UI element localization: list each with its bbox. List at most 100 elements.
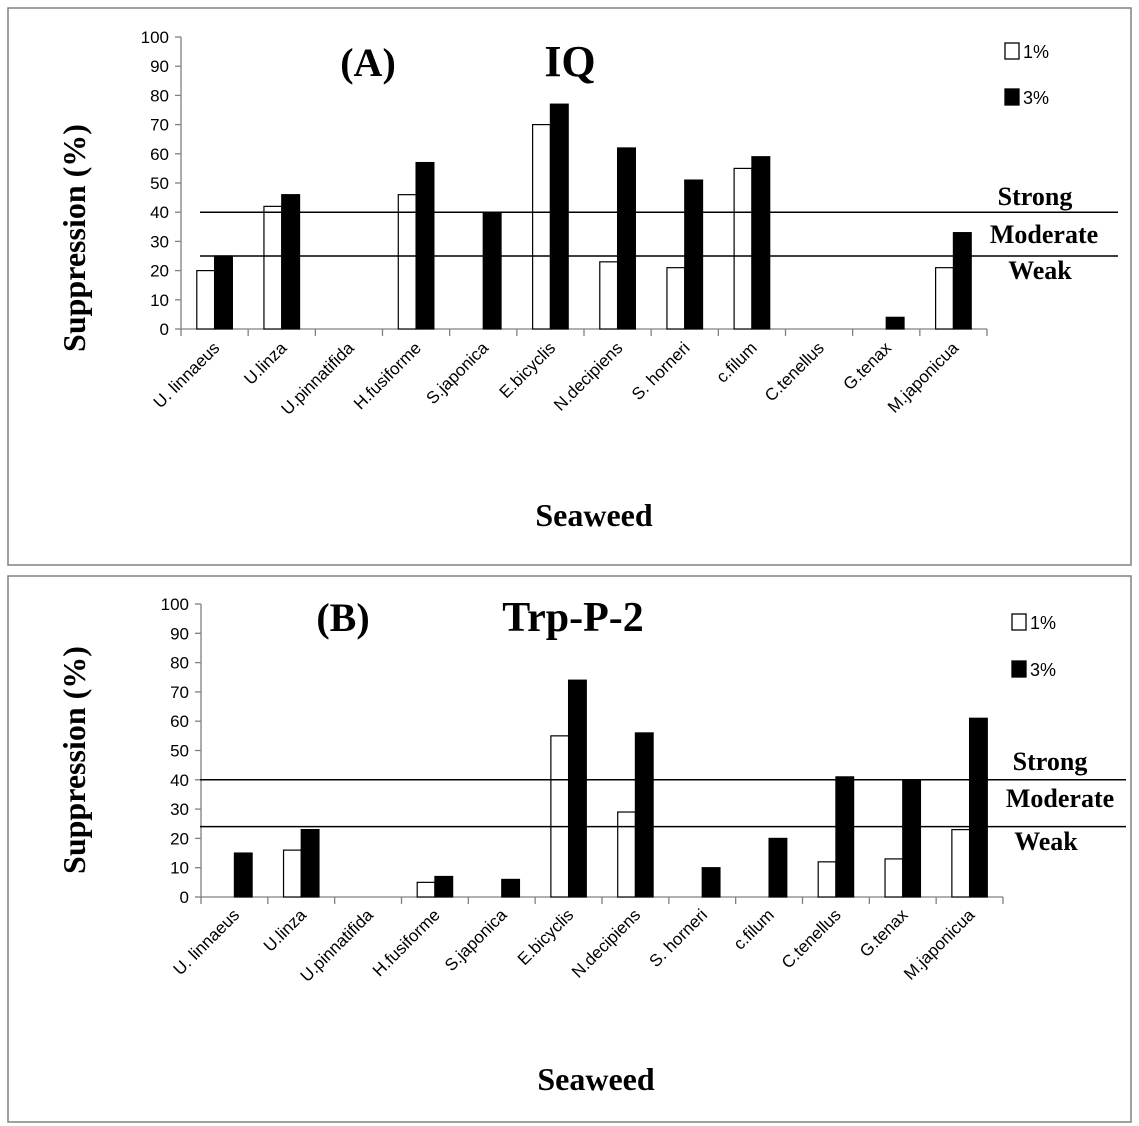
bar-1pct: [532, 123, 552, 330]
x-category-label: H.fusiforme: [350, 338, 425, 413]
threshold-label-weak: Weak: [1008, 256, 1072, 285]
bar-3pct: [567, 679, 587, 898]
x-category-label: N.decipiens: [568, 905, 644, 981]
bar-3pct: [885, 316, 905, 330]
y-axis-title: Suppression (%): [56, 646, 92, 874]
x-category-label: c.filum: [730, 905, 778, 953]
y-tick-label: 90: [150, 57, 169, 76]
x-category-label: C.tenellus: [778, 905, 845, 972]
bar-3pct: [701, 867, 721, 898]
bar-3pct: [482, 211, 502, 330]
bar-1pct: [733, 167, 753, 330]
panel-label: (A): [340, 40, 396, 85]
y-tick-label: 80: [170, 654, 189, 673]
legend-label-3pct: 3%: [1030, 660, 1056, 680]
legend-swatch-1pct: [1004, 42, 1020, 60]
x-category-label: U. linnaeus: [170, 905, 244, 979]
bar-3pct: [415, 161, 435, 330]
bar-3pct: [835, 776, 855, 898]
bar-1pct: [282, 849, 302, 898]
x-category-label: G.tenax: [840, 338, 896, 394]
legend-swatch-1pct: [1011, 613, 1027, 631]
x-category-label: C.tenellus: [761, 338, 828, 405]
y-tick-label: 70: [170, 683, 189, 702]
y-tick-label: 70: [150, 116, 169, 135]
legend-label-1pct: 1%: [1030, 613, 1056, 633]
threshold-label-moderate: Moderate: [1006, 784, 1114, 813]
y-tick-label: 50: [170, 742, 189, 761]
threshold-label-weak: Weak: [1014, 827, 1078, 856]
bar-3pct: [300, 829, 320, 898]
chart-title: Trp-P-2: [502, 595, 644, 641]
x-category-label: U.pinnatifida: [297, 905, 378, 986]
x-category-label: E.bicyclis: [496, 338, 560, 402]
bar-3pct: [213, 255, 233, 330]
bar-3pct: [501, 878, 521, 898]
bar-3pct: [968, 717, 988, 898]
x-category-label: c.filum: [713, 338, 761, 386]
legend-label-3pct: 3%: [1023, 88, 1049, 108]
legend-label-1pct: 1%: [1023, 42, 1049, 62]
y-tick-label: 10: [150, 291, 169, 310]
bar-1pct: [935, 267, 955, 330]
x-category-label: S. horneri: [628, 338, 694, 404]
y-tick-label: 100: [161, 595, 189, 614]
chart-panel-b: 0 10 20 30 40 50 60 70 80 90 100 U. linnaeus U.linza…: [0, 570, 1139, 1126]
x-category-label: E.bicyclis: [514, 905, 578, 969]
legend-swatch-3pct: [1011, 660, 1027, 678]
chart-b-svg: 0 10 20 30 40 50 60 70 80 90 100 U. linnaeus U.linza…: [7, 575, 1132, 1123]
bar-3pct: [634, 732, 654, 898]
bar-3pct: [616, 147, 636, 330]
bar-3pct: [684, 179, 704, 330]
bar-3pct: [434, 875, 454, 898]
y-tick-label: 90: [170, 624, 189, 643]
chart-panel-a: 0 10 20 30 40 50 60 70 80 90 100 U. linnaeus U.linza…: [7, 7, 1132, 566]
x-category-label: S.japonica: [423, 338, 493, 408]
x-category-label: G.tenax: [856, 905, 912, 961]
bar-1pct: [416, 881, 436, 898]
y-tick-label: 40: [170, 771, 189, 790]
chart-a-svg: 0 10 20 30 40 50 60 70 80 90 100 U. linnaeus U.linza…: [7, 7, 1132, 566]
y-tick-label: 10: [170, 859, 189, 878]
bar-3pct: [281, 194, 301, 330]
x-category-label: M.japonicua: [900, 905, 979, 984]
y-tick-label: 60: [150, 145, 169, 164]
y-tick-label: 100: [141, 28, 169, 47]
chart-frame: [7, 575, 1132, 1123]
x-axis-title: Seaweed: [535, 497, 653, 533]
x-category-label: S. horneri: [646, 905, 712, 971]
legend-swatch-3pct: [1004, 88, 1020, 106]
bar-3pct: [768, 837, 788, 898]
bar-1pct: [617, 811, 637, 898]
y-tick-label: 80: [150, 86, 169, 105]
bar-1pct: [666, 267, 686, 330]
threshold-label-strong: Strong: [998, 182, 1073, 211]
bar-3pct: [952, 232, 972, 330]
x-category-label: U.linza: [260, 905, 311, 956]
x-category-label: N.decipiens: [550, 338, 626, 414]
y-axis-title: Suppression (%): [56, 124, 92, 352]
threshold-label-moderate: Moderate: [990, 220, 1098, 249]
x-category-label: U.linza: [240, 338, 291, 389]
x-category-label: U. linnaeus: [150, 338, 224, 412]
bar-1pct: [263, 205, 283, 330]
y-tick-label: 20: [150, 262, 169, 281]
bar-1pct: [817, 861, 837, 898]
bar-1pct: [884, 858, 904, 898]
bar-3pct: [751, 156, 771, 330]
threshold-label-strong: Strong: [1013, 747, 1088, 776]
panel-label: (B): [316, 595, 369, 640]
bar-1pct: [550, 735, 570, 898]
x-category-label: S.japonica: [441, 905, 511, 975]
y-tick-label: 50: [150, 174, 169, 193]
x-category-label: U.pinnatifida: [277, 338, 358, 419]
y-tick-label: 30: [150, 232, 169, 251]
bar-3pct: [902, 779, 922, 898]
bar-1pct: [599, 261, 619, 330]
y-tick-label: 60: [170, 712, 189, 731]
y-tick-label: 0: [160, 320, 169, 339]
bar-1pct: [196, 270, 216, 330]
x-category-label: H.fusiforme: [369, 905, 444, 980]
y-tick-label: 30: [170, 800, 189, 819]
x-category-label: M.japonicua: [884, 338, 963, 417]
